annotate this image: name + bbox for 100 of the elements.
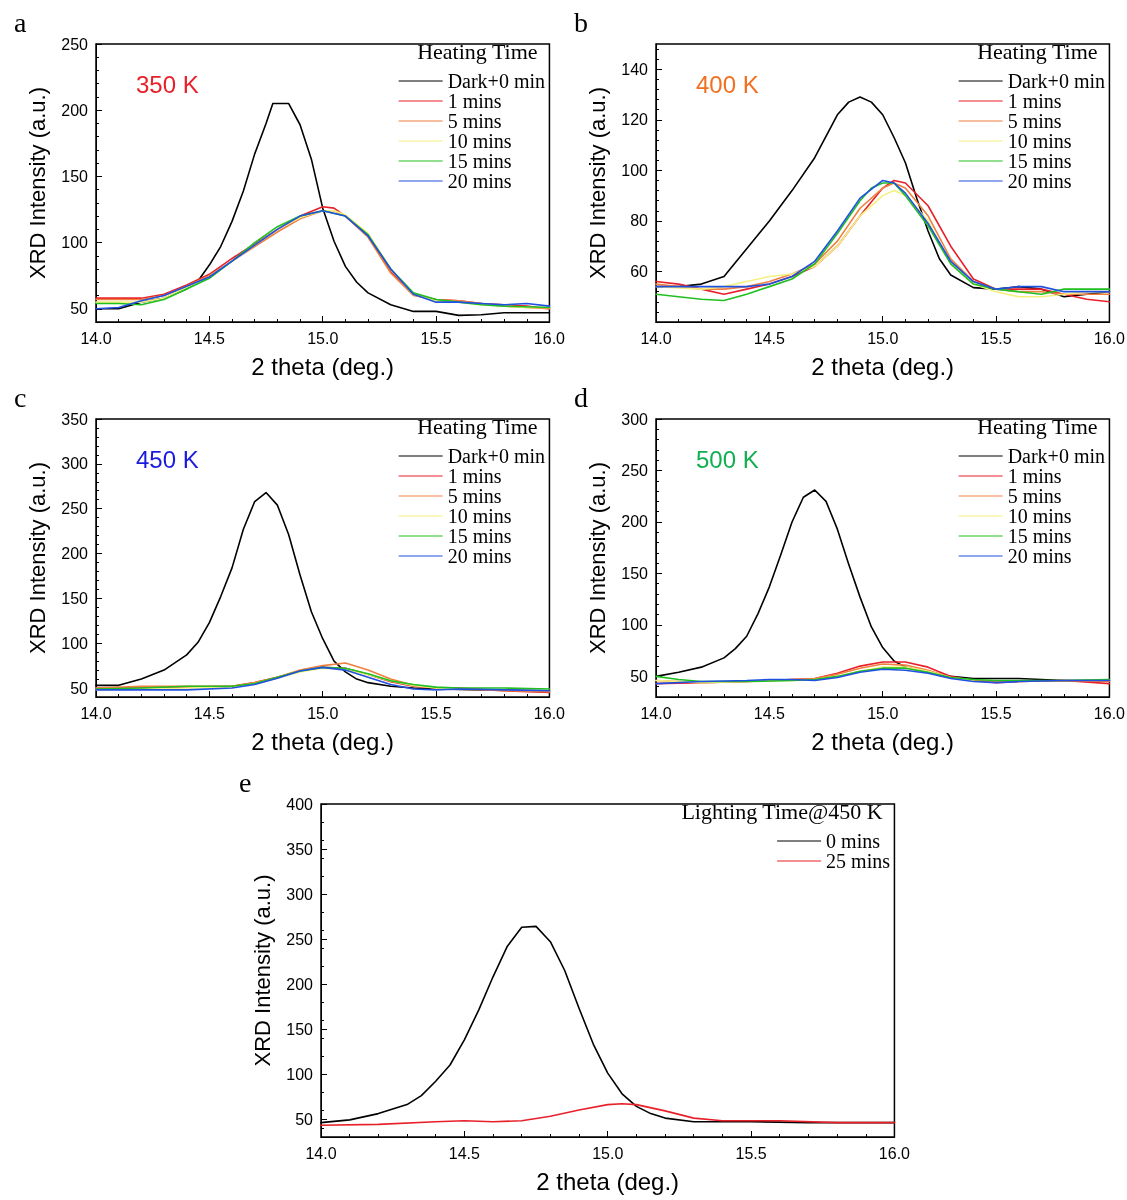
y-tick-label: 100	[621, 616, 649, 634]
chart-title: d	[574, 381, 588, 413]
x-tick-label: 14.0	[80, 704, 112, 722]
chart-title: a	[14, 6, 27, 38]
chart-title: b	[574, 6, 588, 38]
x-tick-label: 14.5	[753, 329, 786, 347]
y-axis-title: XRD Intensity (a.u.)	[584, 462, 610, 654]
chart-title: c	[14, 381, 27, 413]
y-tick-label: 50	[70, 300, 89, 318]
y-axis-title: XRD Intensity (a.u.)	[584, 87, 610, 279]
legend-label: 5 mins	[447, 485, 502, 507]
x-axis-title: 2 theta (deg.)	[811, 727, 955, 755]
x-tick-label: 15.0	[592, 1144, 624, 1162]
legend-label: 10 mins	[1007, 505, 1072, 527]
legend-label: 1 mins	[1007, 465, 1062, 487]
x-axis-title: 2 theta (deg.)	[536, 1167, 680, 1195]
legend-label: 0 mins	[826, 830, 881, 852]
legend-label: 20 mins	[1007, 545, 1072, 567]
y-tick-label: 350	[286, 840, 314, 858]
x-tick-label: 15.0	[867, 329, 899, 347]
y-tick-label: 50	[630, 667, 649, 685]
x-tick-label: 15.0	[307, 704, 339, 722]
x-axis-title: 2 theta (deg.)	[251, 352, 395, 380]
legend-label: 1 mins	[447, 90, 502, 112]
y-tick-label: 100	[61, 634, 89, 652]
x-axis-title: 2 theta (deg.)	[251, 727, 395, 755]
y-tick-label: 120	[621, 111, 649, 129]
x-tick-label: 14.0	[640, 329, 672, 347]
x-tick-label: 15.0	[867, 704, 899, 722]
x-tick-label: 14.0	[640, 704, 672, 722]
y-tick-label: 100	[61, 234, 89, 252]
y-tick-label: 150	[286, 1020, 314, 1038]
legend-label: 10 mins	[447, 505, 512, 527]
y-tick-label: 250	[61, 35, 89, 53]
legend-label: 5 mins	[1007, 485, 1062, 507]
y-axis-title: XRD Intensity (a.u.)	[24, 462, 50, 654]
y-tick-label: 60	[630, 262, 649, 280]
y-tick-label: 200	[621, 513, 649, 531]
y-tick-label: 100	[621, 161, 649, 179]
legend-label: 5 mins	[1007, 110, 1062, 132]
legend-title: Heating Time	[977, 38, 1098, 64]
x-tick-label: 15.5	[980, 704, 1012, 722]
legend-label: Dark+0 min	[447, 70, 545, 92]
y-tick-label: 300	[621, 410, 649, 428]
legend-title: Heating Time	[977, 413, 1098, 439]
y-tick-label: 80	[630, 212, 649, 230]
legend-label: 1 mins	[1007, 90, 1062, 112]
y-tick-label: 150	[61, 167, 89, 185]
legend-title: Heating Time	[417, 38, 538, 64]
x-tick-label: 16.0	[1093, 704, 1126, 722]
x-tick-label: 14.5	[753, 704, 786, 722]
y-tick-label: 300	[61, 455, 89, 473]
y-tick-label: 200	[61, 545, 89, 563]
x-tick-label: 15.0	[307, 329, 339, 347]
x-tick-label: 16.0	[878, 1144, 911, 1162]
legend-label: Dark+0 min	[1007, 70, 1105, 92]
legend-label: 20 mins	[447, 545, 512, 567]
annotation: 400 K	[696, 70, 759, 98]
legend-label: 20 mins	[447, 170, 512, 192]
y-tick-label: 150	[621, 564, 649, 582]
x-tick-label: 16.0	[533, 704, 566, 722]
y-tick-label: 50	[70, 679, 89, 697]
legend-title: Heating Time	[417, 413, 538, 439]
y-tick-label: 200	[61, 101, 89, 119]
legend-label: 1 mins	[447, 465, 502, 487]
x-tick-label: 14.5	[193, 704, 226, 722]
legend-label: 10 mins	[447, 130, 512, 152]
x-tick-label: 16.0	[533, 329, 566, 347]
y-tick-label: 100	[286, 1065, 314, 1083]
y-tick-label: 300	[286, 885, 314, 903]
legend-label: 10 mins	[1007, 130, 1072, 152]
legend-label: 25 mins	[826, 850, 891, 872]
y-tick-label: 250	[61, 500, 89, 518]
y-axis-title: XRD Intensity (a.u.)	[249, 874, 275, 1067]
legend-label: 15 mins	[447, 150, 512, 172]
y-tick-label: 250	[286, 930, 314, 948]
y-tick-label: 250	[621, 461, 649, 479]
y-tick-label: 350	[61, 410, 89, 428]
annotation: 350 K	[136, 70, 199, 98]
annotation: 450 K	[136, 445, 199, 473]
x-tick-label: 15.5	[420, 704, 452, 722]
x-tick-label: 14.0	[80, 329, 112, 347]
legend-label: 5 mins	[447, 110, 502, 132]
x-tick-label: 14.5	[448, 1144, 481, 1162]
chart-title: e	[239, 766, 252, 798]
y-tick-label: 50	[295, 1110, 314, 1128]
y-axis-title: XRD Intensity (a.u.)	[24, 87, 50, 279]
legend-label: 15 mins	[447, 525, 512, 547]
legend-label: 15 mins	[1007, 525, 1072, 547]
x-axis-title: 2 theta (deg.)	[811, 352, 955, 380]
y-tick-label: 150	[61, 589, 89, 607]
x-tick-label: 16.0	[1093, 329, 1126, 347]
legend-label: Dark+0 min	[447, 445, 545, 467]
y-tick-label: 200	[286, 975, 314, 993]
annotation: 500 K	[696, 445, 759, 473]
y-tick-label: 400	[286, 795, 314, 813]
legend-label: 15 mins	[1007, 150, 1072, 172]
legend-label: 20 mins	[1007, 170, 1072, 192]
x-tick-label: 15.5	[420, 329, 452, 347]
x-tick-label: 15.5	[735, 1144, 767, 1162]
